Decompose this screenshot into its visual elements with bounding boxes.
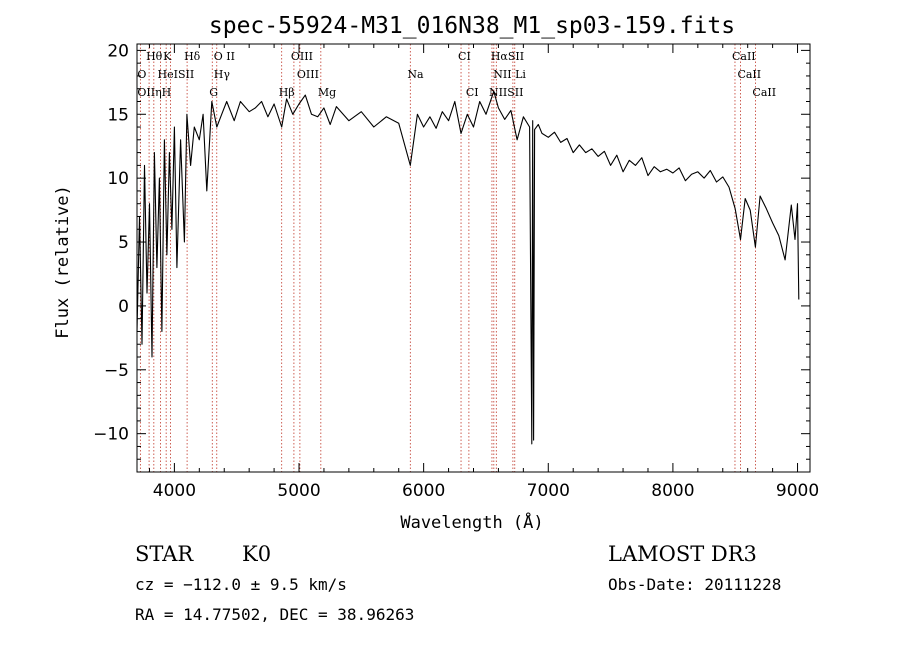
obs-date: Obs-Date: 20111228 xyxy=(608,575,781,594)
line-label: HαSII xyxy=(491,50,524,63)
x-tick-label: 5000 xyxy=(277,481,320,501)
line-label: NII Li xyxy=(493,68,526,81)
x-tick-label: 4000 xyxy=(153,481,196,501)
x-tick-label: 8000 xyxy=(651,481,694,501)
y-tick-label: 20 xyxy=(107,41,129,61)
line-label: Hδ xyxy=(184,50,201,63)
y-tick-label: 15 xyxy=(107,105,129,125)
y-tick-label: −10 xyxy=(93,425,129,445)
line-label: Hγ xyxy=(214,68,231,81)
x-tick-label: 7000 xyxy=(527,481,570,501)
line-label: Hβ xyxy=(279,86,295,99)
y-tick-label: 5 xyxy=(118,233,129,253)
line-label: CI xyxy=(458,50,471,63)
line-label: CaII xyxy=(752,86,776,99)
x-tick-label: 9000 xyxy=(776,481,819,501)
line-label: CI xyxy=(466,86,479,99)
line-label: O II xyxy=(214,50,235,63)
x-axis-label: Wavelength (Å) xyxy=(400,511,543,533)
line-label: HeISII xyxy=(158,68,195,81)
object-type: STAR xyxy=(135,542,194,566)
spectrum-series xyxy=(136,90,800,445)
line-label: G xyxy=(209,86,218,99)
coordinates: RA = 14.77502, DEC = 38.96263 xyxy=(135,605,414,624)
line-label: O xyxy=(137,68,146,81)
redshift-text: cz = −112.0 ± 9.5 km/s xyxy=(135,575,347,594)
x-tick-label: 6000 xyxy=(402,481,445,501)
line-label: OIII xyxy=(297,68,319,81)
chart-title: spec-55924-M31_016N38_M1_sp03-159.fits xyxy=(209,13,735,39)
line-label: OIIηH xyxy=(137,86,171,99)
spectrum-line xyxy=(136,90,800,445)
line-label: CaII xyxy=(732,50,756,63)
line-label: CaII xyxy=(737,68,761,81)
y-axis-label: Flux (relative) xyxy=(53,185,73,339)
y-tick-label: −5 xyxy=(104,361,129,381)
subclass: K0 xyxy=(242,542,271,566)
line-label: Mg xyxy=(318,86,336,99)
line-labels: Hθ K Hδ O II OIII CI HαSII CaII O HeISII Hγ OIII Na N… xyxy=(137,50,776,99)
line-label: K xyxy=(163,50,172,63)
survey-name: LAMOST DR3 xyxy=(608,542,757,566)
line-label: NIISII xyxy=(489,86,524,99)
y-tick-label: 0 xyxy=(118,297,129,317)
line-label: Na xyxy=(407,68,424,81)
axis-ticks: 4000 5000 6000 7000 8000 9000 20 15 10 5 0 −5 −10 xyxy=(93,41,819,501)
line-label: OIII xyxy=(291,50,313,63)
emission-line-markers xyxy=(139,44,756,472)
y-tick-label: 10 xyxy=(107,169,129,189)
line-label: Hθ xyxy=(146,50,163,63)
